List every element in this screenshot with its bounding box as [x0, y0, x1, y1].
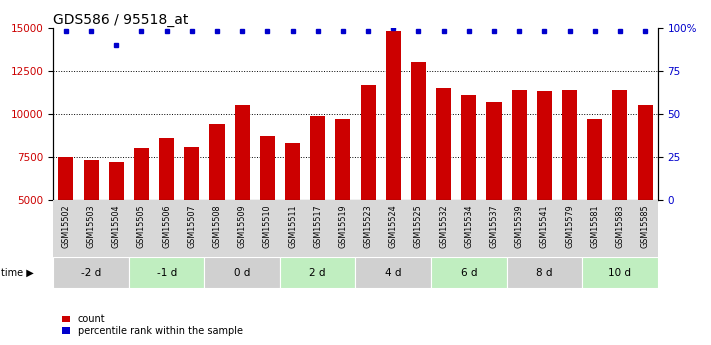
Bar [506, 257, 582, 288]
Bar [336, 119, 351, 286]
Bar [486, 102, 501, 286]
Text: GSM15508: GSM15508 [213, 205, 222, 248]
Text: GSM15532: GSM15532 [439, 205, 448, 248]
Bar [235, 105, 250, 286]
Bar [205, 257, 280, 288]
Text: GSM15541: GSM15541 [540, 205, 549, 248]
Bar [285, 143, 300, 286]
Text: GSM15517: GSM15517 [314, 205, 322, 248]
Text: -1 d: -1 d [156, 268, 177, 277]
Text: GSM15537: GSM15537 [489, 205, 498, 248]
Text: 10 d: 10 d [609, 268, 631, 277]
Bar [109, 162, 124, 286]
Text: GSM15505: GSM15505 [137, 205, 146, 248]
Bar [431, 257, 506, 288]
Legend: count, percentile rank within the sample: count, percentile rank within the sample [58, 310, 247, 340]
Bar [53, 257, 129, 288]
Bar [134, 148, 149, 286]
Bar [612, 90, 627, 286]
Text: GSM15510: GSM15510 [263, 205, 272, 248]
Text: GSM15524: GSM15524 [389, 205, 397, 248]
Text: time ▶: time ▶ [1, 268, 34, 277]
Text: GSM15583: GSM15583 [616, 205, 624, 248]
Text: GSM15504: GSM15504 [112, 205, 121, 248]
Text: GSM15503: GSM15503 [87, 205, 95, 248]
Text: 2 d: 2 d [309, 268, 326, 277]
Bar [356, 257, 431, 288]
Text: GSM15507: GSM15507 [187, 205, 196, 248]
Text: GSM15539: GSM15539 [515, 205, 524, 248]
Text: GSM15519: GSM15519 [338, 205, 348, 248]
Bar [184, 147, 199, 286]
Bar [84, 160, 99, 286]
Text: GSM15534: GSM15534 [464, 205, 474, 248]
Bar [587, 119, 602, 286]
Text: GSM15581: GSM15581 [590, 205, 599, 248]
Bar [360, 85, 375, 286]
Bar [280, 257, 356, 288]
Bar [461, 95, 476, 286]
Text: 6 d: 6 d [461, 268, 477, 277]
Text: GSM15585: GSM15585 [641, 205, 650, 248]
Text: GSM15579: GSM15579 [565, 205, 574, 248]
Text: GSM15509: GSM15509 [237, 205, 247, 248]
Text: GSM15525: GSM15525 [414, 205, 423, 248]
Bar [129, 257, 205, 288]
Bar [58, 157, 73, 286]
Bar [210, 124, 225, 286]
Bar [310, 116, 325, 286]
Bar [638, 105, 653, 286]
Text: 4 d: 4 d [385, 268, 402, 277]
Bar [512, 90, 527, 286]
Bar [385, 31, 401, 286]
Text: GSM15511: GSM15511 [288, 205, 297, 248]
Bar [436, 88, 451, 286]
Bar [260, 136, 275, 286]
Bar [411, 62, 426, 286]
Text: GSM15523: GSM15523 [363, 205, 373, 248]
Text: GSM15506: GSM15506 [162, 205, 171, 248]
Text: 0 d: 0 d [234, 268, 250, 277]
Text: GDS586 / 95518_at: GDS586 / 95518_at [53, 12, 188, 27]
Text: GSM15502: GSM15502 [61, 205, 70, 248]
Text: -2 d: -2 d [81, 268, 101, 277]
Bar [159, 138, 174, 286]
Bar [537, 91, 552, 286]
Bar [582, 257, 658, 288]
Bar [562, 90, 577, 286]
Text: 8 d: 8 d [536, 268, 552, 277]
